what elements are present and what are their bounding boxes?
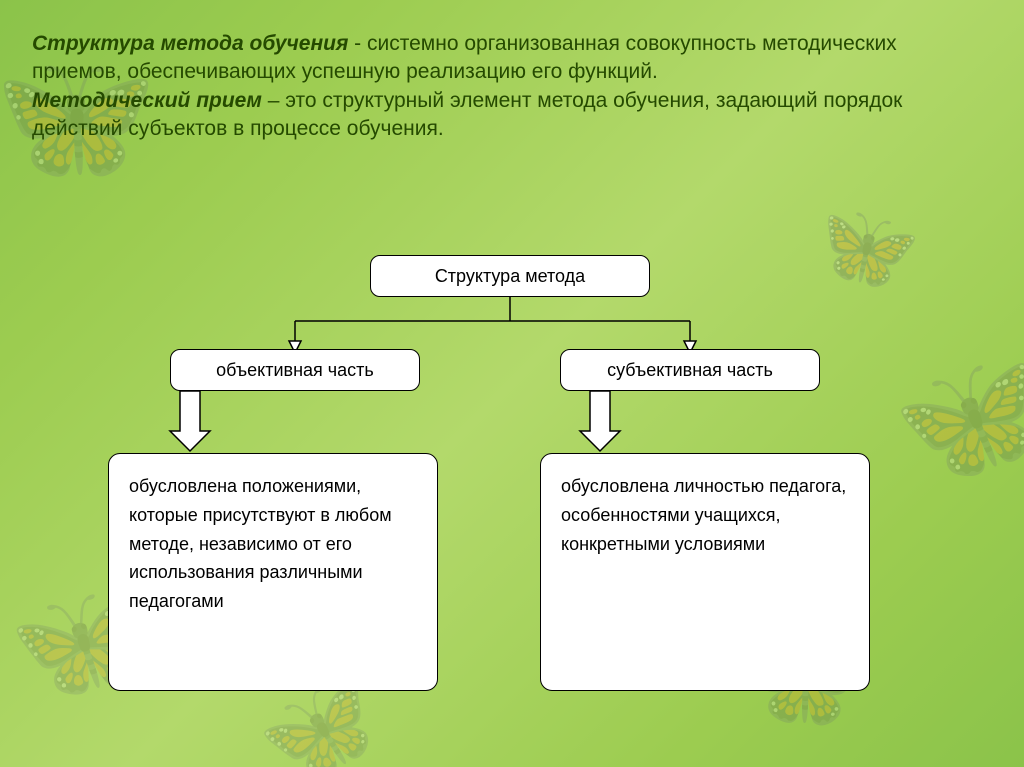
diagram-left-branch-label: объективная часть (216, 360, 374, 381)
term-1: Структура метода обучения (32, 32, 348, 55)
diagram-root-box: Структура метода (370, 255, 650, 297)
diagram-right-desc-text: обусловлена личностью педагога, особенно… (561, 476, 846, 554)
diagram-right-branch-box: субъективная часть (560, 349, 820, 391)
butterfly-decor: 🦋 (884, 338, 1024, 502)
diagram-root-label: Структура метода (435, 266, 585, 287)
diagram-left-desc-box: обусловлена положениями, которые присутс… (108, 453, 438, 691)
intro-text-block: Структура метода обучения - системно орг… (32, 30, 992, 143)
butterfly-decor: 🦋 (799, 183, 929, 310)
diagram-right-branch-label: субъективная часть (607, 360, 773, 381)
diagram-left-branch-box: объективная часть (170, 349, 420, 391)
diagram-right-desc-box: обусловлена личностью педагога, особенно… (540, 453, 870, 691)
diagram-left-desc-text: обусловлена положениями, которые присутс… (129, 476, 392, 611)
term-2: Методический прием (32, 89, 262, 112)
